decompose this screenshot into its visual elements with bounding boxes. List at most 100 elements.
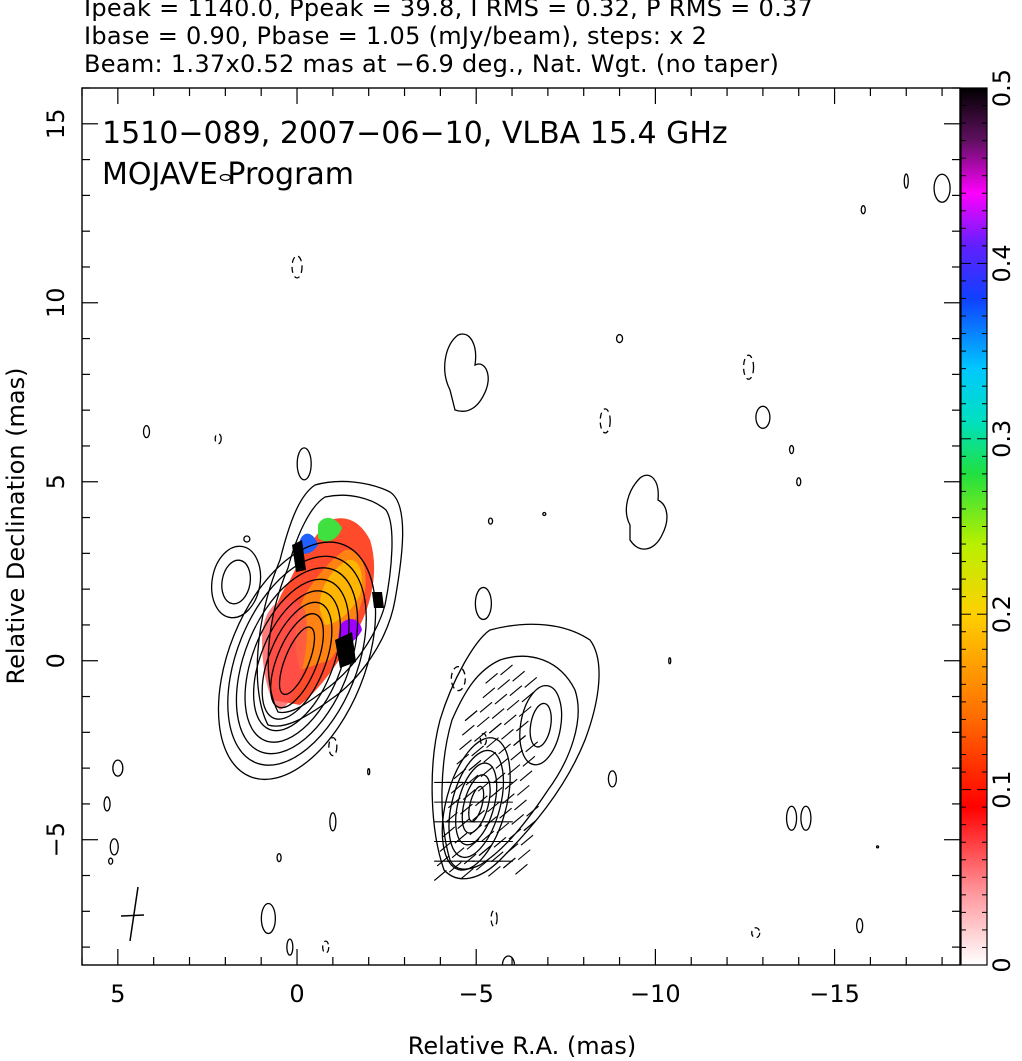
noise-contour [615, 333, 624, 344]
jet-contour [448, 749, 505, 859]
noise-contour [103, 796, 111, 812]
evpa-tick [494, 693, 508, 705]
polarization-vectors [434, 664, 539, 881]
colorbar-tick-label: 0 [988, 957, 1016, 972]
evpa-tick [456, 753, 470, 765]
noise-contour [329, 812, 337, 832]
noise-contour [474, 586, 493, 621]
noise-contour [860, 205, 866, 215]
evpa-tick [510, 749, 524, 761]
jet-contour [529, 702, 552, 748]
evpa-tick [507, 764, 521, 776]
noise-contour [108, 857, 114, 865]
noise-contour [625, 474, 668, 550]
x-tick-label: −10 [630, 980, 681, 1008]
noise-contour [276, 852, 282, 863]
evpa-tick [517, 849, 531, 861]
evpa-tick [468, 760, 482, 771]
header-line-peak: Ipeak = 1140.0, Ppeak = 39.8, I RMS = 0.… [84, 0, 814, 22]
evpa-tick [525, 741, 539, 753]
evpa-tick [486, 737, 499, 749]
evpa-tick [460, 803, 473, 815]
colorbar-tick-label: 0.1 [988, 771, 1016, 809]
noise-contour [142, 424, 151, 439]
noise-contour [668, 657, 672, 665]
plot-title-line-1: 1510−089, 2007−06−10, VLBA 15.4 GHz [102, 116, 728, 151]
header-line-beam: Beam: 1.37x0.52 mas at −6.9 deg., Nat. W… [84, 50, 780, 78]
evpa-tick [505, 843, 519, 854]
evpa-tick [463, 853, 477, 865]
jet-contour [441, 737, 511, 871]
noise-contour [219, 173, 231, 182]
evpa-tick [520, 834, 534, 846]
evpa-tick [459, 739, 472, 751]
noise-contour [214, 433, 222, 445]
core-contour [278, 626, 316, 696]
noise-contour [367, 768, 371, 776]
plot-title-line-2: MOJAVE Program [102, 157, 354, 192]
x-tick-labels: 5 0 −5 −10 −15 [110, 980, 860, 1008]
colorbar-tick-label: 0.5 [988, 69, 1016, 107]
evpa-tick [488, 865, 501, 877]
evpa-tick [442, 826, 456, 838]
noise-contour [328, 736, 338, 757]
noise-contour [785, 805, 798, 831]
x-tick-label: 5 [110, 980, 125, 1008]
evpa-tick [498, 743, 512, 755]
noise-contour [607, 770, 618, 788]
colorbar-tick-label: 0.4 [988, 244, 1016, 282]
noise-contour [296, 447, 312, 481]
evpa-tick [465, 774, 479, 786]
evpa-tick [475, 795, 488, 807]
evpa-tick [503, 714, 517, 726]
evpa-tick [453, 768, 467, 780]
evpa-tick [471, 745, 484, 757]
evpa-tick [500, 664, 513, 676]
colorbar-tick-labels: 0 0.1 0.2 0.3 0.4 0.5 [988, 69, 1016, 973]
noise-contour [243, 535, 251, 543]
evpa-tick [492, 772, 506, 784]
evpa-tick [522, 755, 536, 767]
y-tick-label: 15 [42, 109, 70, 140]
y-tick-labels: −5 0 5 10 15 [42, 109, 70, 858]
evpa-tick [502, 857, 516, 869]
noise-contour [800, 805, 812, 831]
noise-contour [112, 759, 124, 777]
noise-contour [450, 665, 466, 692]
noise-contour [875, 845, 880, 849]
noise-contour [933, 173, 951, 203]
evpa-tick [515, 863, 528, 875]
evpa-tick [526, 805, 539, 817]
noise-contour [109, 838, 119, 856]
colorbar-tick-label: 0.2 [988, 595, 1016, 633]
header-line-base: Ibase = 0.90, Pbase = 1.05 (mJy/beam), s… [84, 22, 708, 50]
evpa-tick [497, 679, 511, 690]
noise-contour [501, 955, 516, 965]
noise-contour [487, 517, 494, 525]
evpa-tick [472, 809, 485, 821]
evpa-tick [474, 730, 487, 742]
noise-contour [751, 927, 761, 939]
colorbar-tick-label: 0.3 [988, 420, 1016, 458]
core-contour [244, 578, 350, 743]
knot-contour [221, 559, 252, 605]
noise-contour [444, 333, 489, 412]
noise-contour [903, 173, 909, 189]
y-axis-label: Relative Declination (mas) [2, 367, 30, 684]
evpa-tick [434, 870, 447, 881]
core-contour [235, 567, 359, 755]
evpa-tick [491, 708, 505, 719]
evpa-tick [511, 814, 525, 825]
evpa-tick [451, 847, 465, 859]
noise-contour [490, 909, 498, 928]
colorbar-ticks [961, 87, 987, 966]
x-axis-label: Relative R.A. (mas) [408, 1032, 636, 1060]
core-contour [270, 613, 325, 709]
jet-envelope-contour [441, 655, 579, 870]
noise-contour [322, 940, 330, 954]
evpa-tick [490, 851, 504, 863]
evpa-tick [518, 706, 532, 717]
evpa-tick [501, 728, 514, 740]
core-envelope-contour [267, 494, 393, 714]
